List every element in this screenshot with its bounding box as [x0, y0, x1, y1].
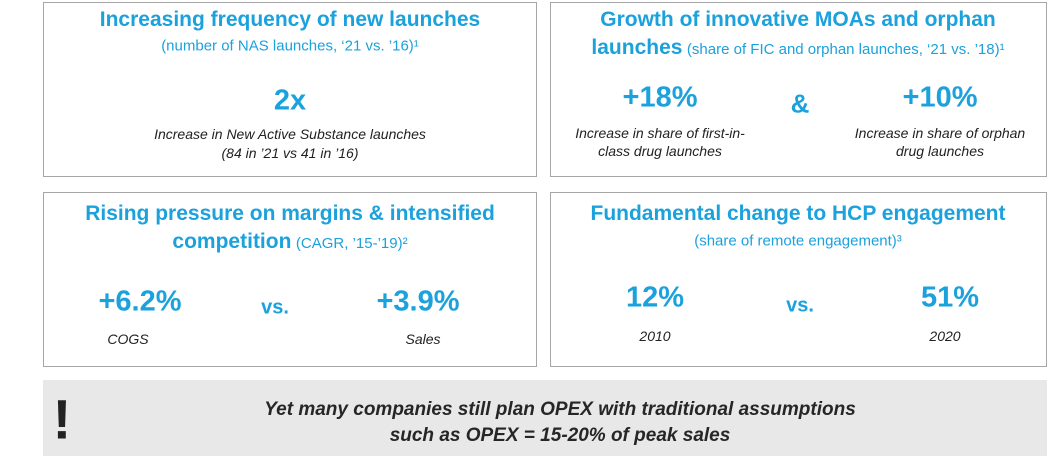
- panel-subtitle: (share of FIC and orphan launches, ‘21 v…: [686, 41, 1005, 58]
- stat-description: class drug launches: [598, 143, 722, 159]
- banner-text: such as OPEX = 15-20% of peak sales: [389, 425, 731, 446]
- stat-value: +3.9%: [376, 285, 460, 318]
- panel-title: Fundamental change to HCP engagement: [590, 202, 1006, 225]
- banner-icon: !: [52, 387, 72, 451]
- stat-value: +10%: [902, 81, 978, 114]
- stat-description: Increase in share of orphan: [854, 125, 1026, 141]
- panel-title: Rising pressure on margins & intensified: [85, 202, 495, 225]
- panel-subtitle: (share of remote engagement)³: [694, 232, 902, 250]
- stat-value: 12%: [625, 281, 685, 314]
- panel-title: Increasing frequency of new launches: [99, 8, 481, 31]
- stat-value: +6.2%: [98, 285, 182, 318]
- panel-box: [43, 2, 537, 177]
- panel-title: Growth of innovative MOAs and orphan: [600, 8, 996, 31]
- panel-subtitle: (number of NAS launches, ‘21 vs. ’16)¹: [161, 37, 419, 55]
- panel-box: [43, 192, 537, 367]
- stat-description: drug launches: [896, 143, 984, 159]
- banner: [43, 380, 1047, 456]
- connector: &: [790, 88, 810, 119]
- connector: vs.: [261, 296, 289, 319]
- panel-title-line: competition (CAGR, ’15-’19)²: [172, 230, 407, 254]
- stat-description: (84 in ’21 vs 41 in ’16): [221, 145, 359, 161]
- stat-description: COGS: [107, 331, 149, 347]
- panel-title: launches: [591, 36, 683, 59]
- panel-title-line: launches (share of FIC and orphan launch…: [591, 36, 1004, 60]
- stat-description: Increase in share of first-in-: [575, 125, 745, 141]
- panel-box: [550, 192, 1047, 367]
- panel-subtitle: (CAGR, ’15-’19)²: [295, 235, 408, 252]
- connector: vs.: [786, 294, 814, 317]
- panel-title: competition: [172, 230, 292, 253]
- banner-text: Yet many companies still plan OPEX with …: [264, 399, 856, 420]
- stat-description: 2010: [639, 328, 671, 344]
- stat-description: Sales: [405, 331, 441, 347]
- stat-value: +18%: [622, 81, 698, 114]
- panel-box: [550, 2, 1047, 177]
- stat-value: 51%: [920, 281, 980, 314]
- stat-value: 2x: [273, 84, 307, 117]
- stat-description: 2020: [929, 328, 961, 344]
- stat-description: Increase in New Active Substance launche…: [154, 126, 426, 142]
